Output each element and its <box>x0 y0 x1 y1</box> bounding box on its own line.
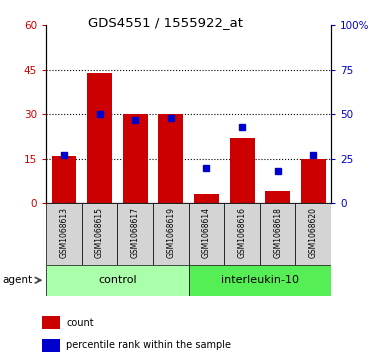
Bar <box>158 114 183 203</box>
Text: interleukin-10: interleukin-10 <box>221 276 299 285</box>
Bar <box>194 195 219 203</box>
Bar <box>224 203 260 265</box>
Bar <box>117 203 153 265</box>
Bar <box>189 203 224 265</box>
Bar <box>296 203 331 265</box>
Bar <box>301 159 326 203</box>
Bar <box>123 114 148 203</box>
Bar <box>42 339 60 352</box>
Text: agent: agent <box>2 275 32 285</box>
Text: GSM1068613: GSM1068613 <box>60 207 69 258</box>
Bar <box>46 265 189 296</box>
Bar <box>42 316 60 329</box>
Text: count: count <box>66 318 94 328</box>
Text: GSM1068619: GSM1068619 <box>166 207 175 258</box>
Text: control: control <box>98 276 137 285</box>
Text: GSM1068615: GSM1068615 <box>95 207 104 258</box>
Bar <box>87 73 112 203</box>
Text: percentile rank within the sample: percentile rank within the sample <box>66 340 231 350</box>
Text: GSM1068620: GSM1068620 <box>309 207 318 258</box>
Bar <box>46 203 82 265</box>
Bar <box>265 191 290 203</box>
Bar <box>52 156 77 203</box>
Bar <box>229 138 254 203</box>
Text: GSM1068616: GSM1068616 <box>238 207 246 258</box>
Text: GSM1068617: GSM1068617 <box>131 207 140 258</box>
Bar <box>189 265 331 296</box>
Bar <box>260 203 296 265</box>
Bar <box>153 203 189 265</box>
Text: GSM1068618: GSM1068618 <box>273 208 282 258</box>
Text: GSM1068614: GSM1068614 <box>202 207 211 258</box>
Bar <box>82 203 117 265</box>
Text: GDS4551 / 1555922_at: GDS4551 / 1555922_at <box>88 16 243 29</box>
